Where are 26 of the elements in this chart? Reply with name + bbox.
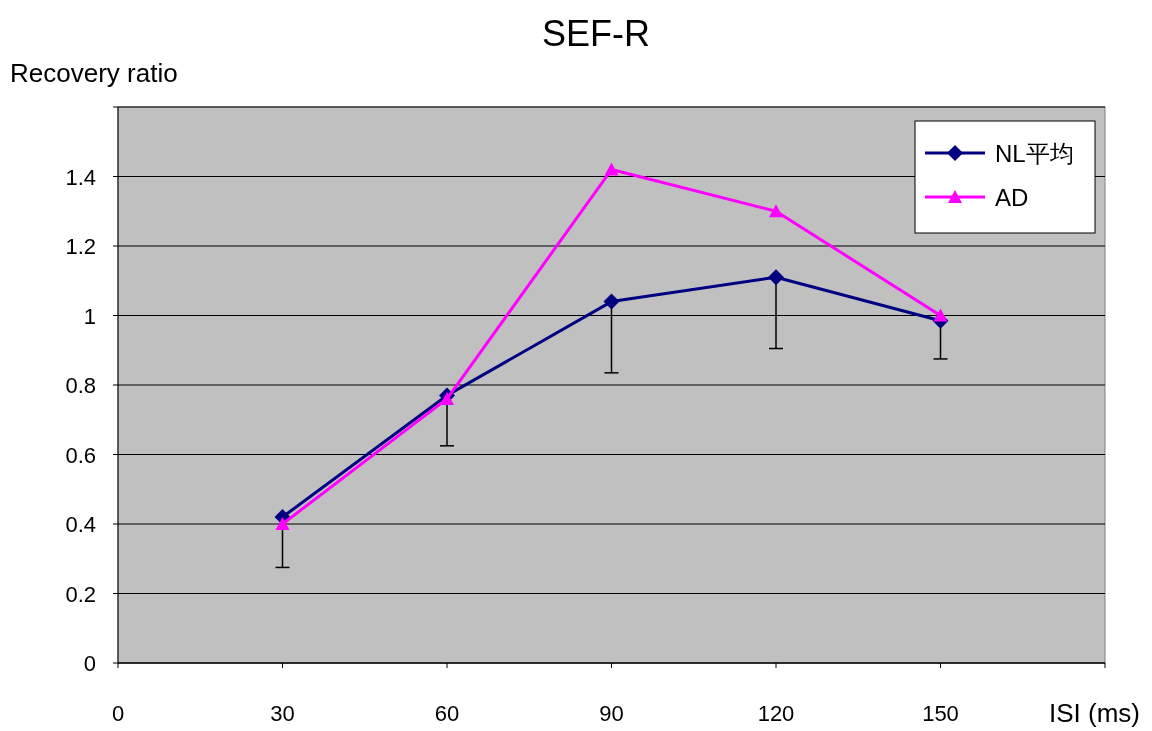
y-axis-title: Recovery ratio [10, 58, 178, 88]
x-tick-label: 60 [434, 701, 460, 726]
point [603, 293, 620, 310]
y-tick-label: 1.4 [65, 164, 96, 190]
x-tick-label: 0 [111, 701, 125, 726]
point [933, 308, 948, 322]
y-tick-label: 0.2 [65, 581, 96, 607]
chart-title: SEF-R [542, 13, 650, 54]
legend-label: NL平均 [995, 140, 1074, 167]
y-tick-label: 0.8 [65, 373, 96, 398]
y-tick-label: 1.2 [65, 234, 96, 259]
point [768, 269, 784, 286]
x-tick-label: 150 [922, 701, 959, 726]
point [440, 391, 454, 405]
x-tick-label: 30 [270, 701, 295, 726]
point [604, 162, 619, 176]
x-axis-title: ISI (ms) [1049, 698, 1140, 728]
point [769, 204, 783, 218]
legend-label: AD [995, 184, 1029, 211]
y-tick-label: 0 [83, 651, 96, 676]
y-tick-label: 0.6 [65, 442, 96, 468]
point [275, 517, 290, 530]
y-tick-label: 1 [83, 303, 96, 329]
x-tick-label: 120 [757, 701, 795, 726]
y-tick-label: 0.4 [65, 512, 96, 537]
x-tick-label: 90 [599, 701, 624, 726]
